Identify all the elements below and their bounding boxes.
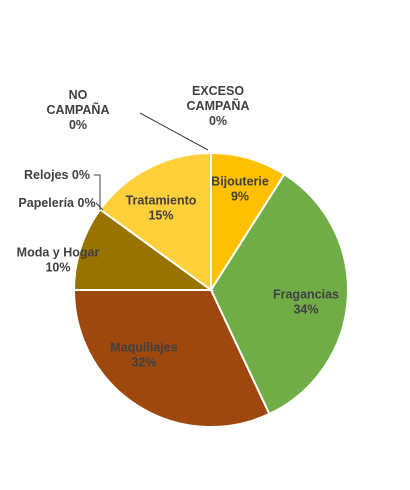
data-label-papeleria: Papelería 0% xyxy=(18,196,95,210)
pie-slice-fragancias xyxy=(209,172,349,416)
leader-line-no-campana xyxy=(139,112,209,151)
data-label-no-campana: NO CAMPAÑA 0% xyxy=(47,88,110,132)
leader-line-relojes xyxy=(94,174,101,210)
data-label-fragancias: Fragancias 34% xyxy=(273,288,339,317)
data-label-exceso-campana: EXCESO CAMPAÑA 0% xyxy=(187,84,250,128)
pie-slice-maquillajes xyxy=(72,289,271,428)
pie-slice-tratamiento xyxy=(98,151,212,292)
data-label-moda-y-hogar: Moda y Hogar 10% xyxy=(17,246,100,275)
data-label-relojes: Relojes 0% xyxy=(24,168,90,182)
data-label-maquillajes: Maquillajes 32% xyxy=(110,341,177,370)
data-label-tratamiento: Tratamiento 15% xyxy=(126,194,197,223)
pie-slice-moda-y-hogar xyxy=(72,208,215,291)
data-label-bijouterie: Bijouterie 9% xyxy=(211,175,269,204)
